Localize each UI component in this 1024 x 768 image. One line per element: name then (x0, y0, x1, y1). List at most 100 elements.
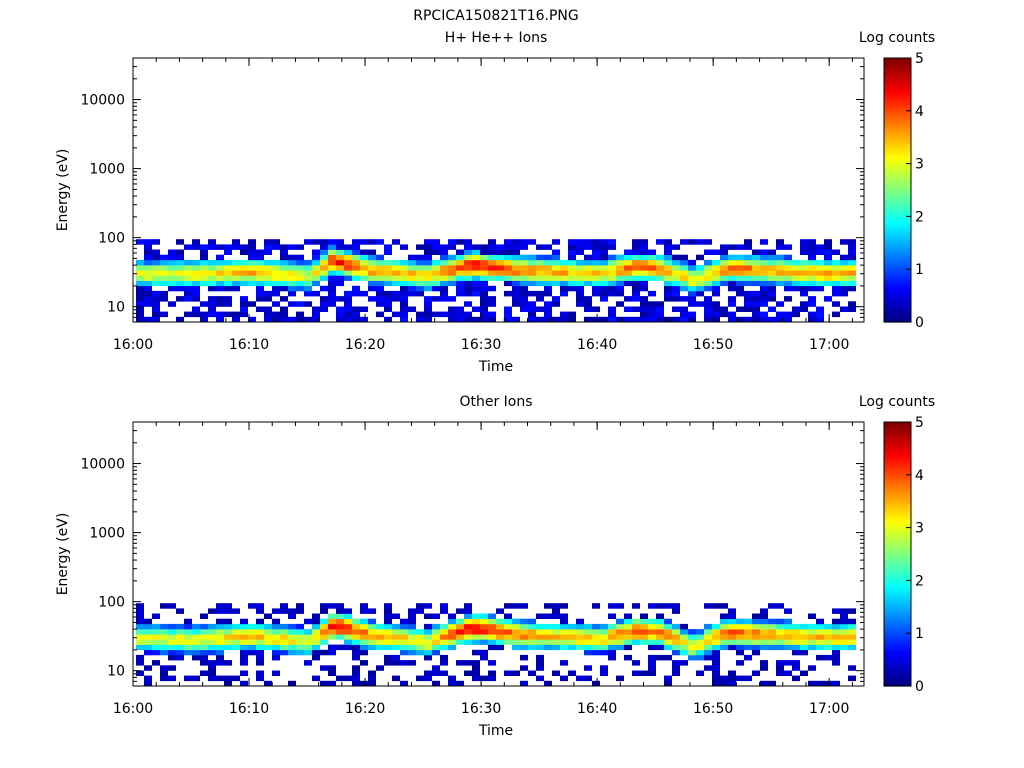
heat-cell (528, 623, 536, 630)
heat-cell (456, 275, 464, 281)
y-axis-label: Energy (eV) (55, 513, 71, 596)
heat-cell (328, 290, 336, 297)
heat-cell (248, 244, 256, 250)
heat-cell (736, 265, 744, 271)
heat-cell (392, 280, 400, 287)
heat-cell (352, 618, 360, 625)
heat-cell (464, 254, 472, 261)
x-axis-label: Time (478, 723, 513, 739)
heat-cell (560, 285, 568, 292)
heat-cell (136, 654, 144, 661)
heat-cell (576, 296, 584, 302)
heat-cell (808, 249, 816, 255)
colorbar-segment (884, 150, 911, 154)
heat-cell (624, 618, 632, 625)
heat-cell (520, 265, 528, 271)
heat-cell (384, 296, 392, 302)
heat-cell (608, 603, 616, 609)
heat-cell (832, 660, 840, 666)
heat-cell (720, 680, 728, 687)
heat-cell (176, 249, 184, 255)
heat-cell (800, 670, 808, 676)
heat-cell (176, 265, 184, 271)
heat-cell (416, 675, 424, 682)
heat-cell (720, 275, 728, 281)
heat-cell (384, 290, 392, 297)
heat-cell (624, 270, 632, 276)
heat-cell (472, 275, 480, 281)
heat-cell (376, 296, 384, 302)
heat-cell (800, 239, 808, 245)
heat-cell (216, 623, 224, 630)
heat-cell (680, 623, 688, 630)
heat-cell (384, 618, 392, 625)
heat-cell (288, 270, 296, 276)
heat-cell (776, 644, 784, 651)
heat-cell (736, 270, 744, 276)
heat-cell (136, 270, 144, 276)
heat-cell (608, 649, 616, 656)
heat-cell (832, 629, 840, 635)
heat-cell (744, 644, 752, 651)
colorbar-segment (884, 115, 911, 118)
colorbar-segment (884, 628, 911, 632)
heat-cell (264, 634, 272, 640)
heat-cell (776, 265, 784, 271)
heat-cell (216, 259, 224, 266)
heat-cell (688, 644, 696, 651)
heat-cell (488, 254, 496, 261)
colorbar-segment (884, 159, 911, 162)
heat-cell (808, 680, 816, 687)
heat-cell (792, 629, 800, 635)
heat-cell (512, 618, 520, 625)
heat-cell (712, 629, 720, 635)
heat-cell (248, 239, 256, 245)
heat-cell (152, 639, 160, 645)
heat-cell (728, 675, 736, 682)
heat-cell (800, 280, 808, 287)
heat-cell (312, 654, 320, 661)
heat-cell (488, 644, 496, 651)
x-tick-label: 17:00 (809, 701, 849, 717)
heat-cell (792, 649, 800, 656)
heat-cell (280, 629, 288, 635)
heat-cell (328, 249, 336, 255)
heat-cell (840, 306, 848, 312)
heat-cell (208, 608, 216, 614)
heat-cell (504, 618, 512, 625)
heat-cell (656, 265, 664, 271)
heat-cell (280, 254, 288, 261)
heat-cell (696, 654, 704, 661)
heat-cell (600, 623, 608, 630)
heat-cell (288, 680, 296, 687)
heat-cell (504, 254, 512, 261)
heat-cell (776, 665, 784, 671)
heat-cell (576, 259, 584, 266)
heat-cell (552, 639, 560, 645)
heat-cell (456, 680, 464, 687)
heat-cell (136, 259, 144, 266)
heat-cell (504, 603, 512, 609)
heat-cell (320, 629, 328, 635)
colorbar-segment (884, 551, 911, 555)
heat-cell (344, 316, 352, 323)
heat-cell (520, 254, 528, 261)
heat-cell (216, 244, 224, 250)
heat-cell (224, 603, 232, 609)
heat-cell (144, 239, 152, 245)
heat-cell (624, 249, 632, 255)
colorbar-segment (884, 540, 911, 544)
heat-cell (744, 259, 752, 266)
heat-cell (472, 249, 480, 255)
heat-cell (536, 675, 544, 682)
heat-cell (648, 603, 656, 609)
heat-cell (656, 239, 664, 245)
heat-cell (296, 629, 304, 635)
heat-cell (752, 259, 760, 266)
heat-cell (736, 629, 744, 635)
heat-cell (480, 316, 488, 323)
heat-cell (768, 634, 776, 640)
heat-cell (528, 259, 536, 266)
heat-cell (688, 270, 696, 276)
colorbar-segment (884, 545, 911, 548)
